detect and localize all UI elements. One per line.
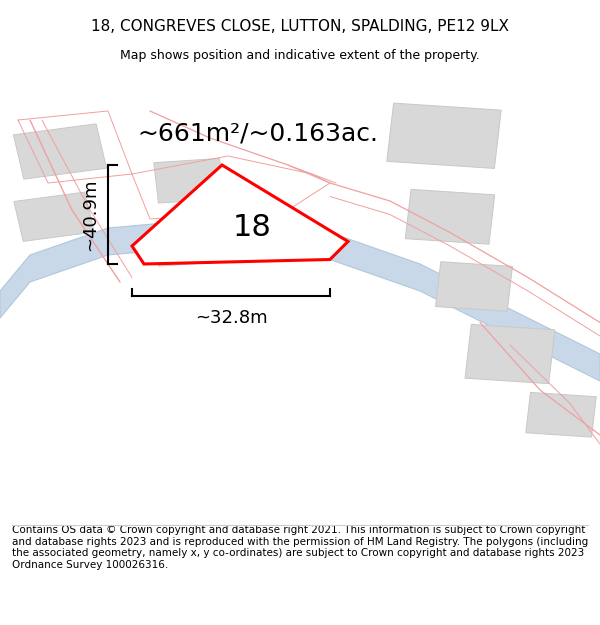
Bar (387, 103, 501, 168)
Text: 18, CONGREVES CLOSE, LUTTON, SPALDING, PE12 9LX: 18, CONGREVES CLOSE, LUTTON, SPALDING, P… (91, 19, 509, 34)
Bar (436, 262, 512, 311)
Bar (154, 158, 224, 203)
Bar (14, 192, 94, 241)
Bar (526, 392, 596, 437)
Text: ~32.8m: ~32.8m (194, 309, 268, 327)
Bar (154, 221, 224, 266)
Text: 18: 18 (233, 214, 271, 243)
Text: ~661m²/~0.163ac.: ~661m²/~0.163ac. (137, 121, 379, 146)
Bar (405, 189, 495, 244)
Polygon shape (132, 165, 348, 264)
Text: ~40.9m: ~40.9m (81, 178, 99, 251)
Polygon shape (0, 219, 600, 381)
Text: Map shows position and indicative extent of the property.: Map shows position and indicative extent… (120, 49, 480, 62)
Bar (13, 124, 107, 179)
Text: Contains OS data © Crown copyright and database right 2021. This information is : Contains OS data © Crown copyright and d… (12, 525, 588, 570)
Bar (465, 324, 555, 384)
